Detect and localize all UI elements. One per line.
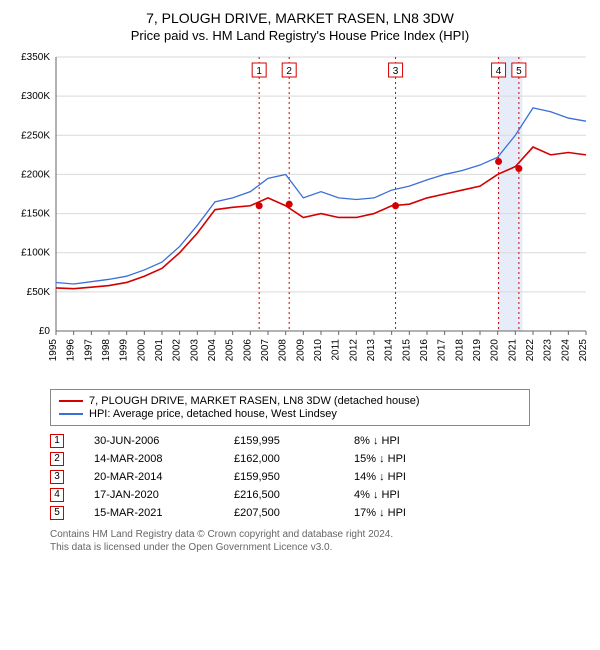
title-address: 7, PLOUGH DRIVE, MARKET RASEN, LN8 3DW	[10, 10, 590, 26]
svg-text:2022: 2022	[525, 339, 536, 362]
svg-text:3: 3	[393, 66, 399, 77]
svg-text:2014: 2014	[384, 339, 395, 362]
sale-price: £216,500	[234, 489, 324, 501]
svg-text:2001: 2001	[154, 339, 165, 362]
chart-svg: £0 £50K £100K £150K £200K £250K £300K £350K 1995…	[10, 51, 590, 381]
sales-table: 1 30-JUN-2006 £159,995 8% ↓ HPI 2 14-MAR-2008…	[50, 432, 590, 522]
sale-row: 2 14-MAR-2008 £162,000 15% ↓ HPI	[50, 450, 590, 468]
sale-date: 17-JAN-2020	[94, 489, 204, 501]
legend: 7, PLOUGH DRIVE, MARKET RASEN, LN8 3DW (…	[50, 389, 530, 426]
title-subtitle: Price paid vs. HM Land Registry's House …	[10, 28, 590, 43]
footer-line1: Contains HM Land Registry data © Crown c…	[50, 528, 590, 541]
svg-text:£350K: £350K	[21, 52, 50, 63]
footer-line2: This data is licensed under the Open Gov…	[50, 541, 590, 554]
svg-text:2021: 2021	[507, 339, 518, 362]
legend-item: 7, PLOUGH DRIVE, MARKET RASEN, LN8 3DW (…	[59, 395, 521, 407]
price-chart: £0 £50K £100K £150K £200K £250K £300K £350K 1995…	[10, 51, 590, 381]
svg-text:1: 1	[256, 66, 262, 77]
sale-marker: 5	[50, 506, 64, 520]
sale-delta: 17% ↓ HPI	[354, 507, 454, 519]
svg-text:2020: 2020	[490, 339, 501, 362]
sale-marker: 1	[50, 434, 64, 448]
sale-delta: 8% ↓ HPI	[354, 435, 454, 447]
svg-text:£50K: £50K	[27, 287, 51, 298]
sale-price: £162,000	[234, 453, 324, 465]
svg-text:£250K: £250K	[21, 130, 50, 141]
svg-text:2004: 2004	[207, 339, 218, 362]
sale-marker: 3	[50, 470, 64, 484]
svg-text:2011: 2011	[331, 339, 342, 361]
svg-text:£300K: £300K	[21, 91, 50, 102]
svg-text:1995: 1995	[48, 339, 59, 362]
legend-swatch	[59, 400, 83, 402]
svg-text:5: 5	[516, 66, 522, 77]
svg-text:£200K: £200K	[21, 169, 50, 180]
legend-item: HPI: Average price, detached house, West…	[59, 408, 521, 420]
svg-text:2015: 2015	[401, 339, 412, 362]
sale-delta: 4% ↓ HPI	[354, 489, 454, 501]
sale-date: 15-MAR-2021	[94, 507, 204, 519]
sale-price: £207,500	[234, 507, 324, 519]
svg-text:2012: 2012	[348, 339, 359, 362]
svg-text:2010: 2010	[313, 339, 324, 362]
sale-row: 3 20-MAR-2014 £159,950 14% ↓ HPI	[50, 468, 590, 486]
svg-text:2006: 2006	[242, 339, 253, 362]
svg-text:2016: 2016	[419, 339, 430, 362]
svg-text:2025: 2025	[578, 339, 589, 362]
svg-text:2005: 2005	[225, 339, 236, 362]
legend-swatch	[59, 413, 83, 415]
svg-text:2: 2	[286, 66, 292, 77]
svg-text:£100K: £100K	[21, 248, 50, 259]
svg-text:2019: 2019	[472, 339, 483, 362]
sale-delta: 14% ↓ HPI	[354, 471, 454, 483]
svg-text:£0: £0	[39, 326, 51, 337]
svg-text:£150K: £150K	[21, 209, 50, 220]
sale-date: 30-JUN-2006	[94, 435, 204, 447]
svg-text:2024: 2024	[560, 339, 571, 362]
sale-row: 5 15-MAR-2021 £207,500 17% ↓ HPI	[50, 504, 590, 522]
svg-text:2013: 2013	[366, 339, 377, 362]
svg-text:1997: 1997	[83, 339, 94, 362]
sale-price: £159,995	[234, 435, 324, 447]
sale-price: £159,950	[234, 471, 324, 483]
svg-text:2009: 2009	[295, 339, 306, 362]
svg-text:2008: 2008	[278, 339, 289, 362]
sale-row: 4 17-JAN-2020 £216,500 4% ↓ HPI	[50, 486, 590, 504]
svg-text:2002: 2002	[172, 339, 183, 362]
svg-text:2023: 2023	[543, 339, 554, 362]
svg-text:2007: 2007	[260, 339, 271, 362]
svg-text:2017: 2017	[437, 339, 448, 362]
svg-text:1996: 1996	[66, 339, 77, 362]
svg-text:2000: 2000	[136, 339, 147, 362]
svg-text:2003: 2003	[189, 339, 200, 362]
sale-delta: 15% ↓ HPI	[354, 453, 454, 465]
sale-row: 1 30-JUN-2006 £159,995 8% ↓ HPI	[50, 432, 590, 450]
footer-attribution: Contains HM Land Registry data © Crown c…	[50, 528, 590, 554]
legend-label: HPI: Average price, detached house, West…	[89, 408, 337, 420]
sale-marker: 2	[50, 452, 64, 466]
sale-marker: 4	[50, 488, 64, 502]
sale-date: 20-MAR-2014	[94, 471, 204, 483]
legend-label: 7, PLOUGH DRIVE, MARKET RASEN, LN8 3DW (…	[89, 395, 420, 407]
page: 7, PLOUGH DRIVE, MARKET RASEN, LN8 3DW P…	[0, 0, 600, 562]
sale-date: 14-MAR-2008	[94, 453, 204, 465]
svg-text:4: 4	[496, 66, 502, 77]
svg-text:1999: 1999	[119, 339, 130, 362]
svg-text:1998: 1998	[101, 339, 112, 362]
svg-text:2018: 2018	[454, 339, 465, 362]
